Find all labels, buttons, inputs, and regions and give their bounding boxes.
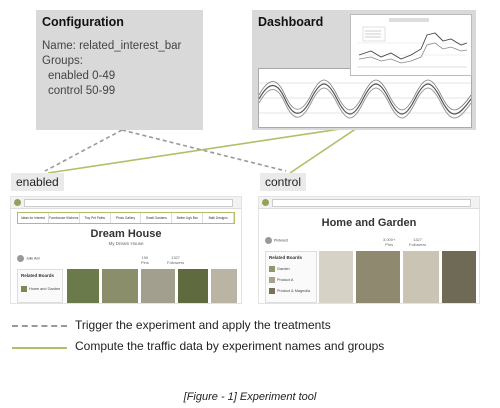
site-logo-icon	[262, 199, 269, 206]
control-stat-followers: 1327 Followers	[409, 237, 427, 247]
board-thumbnail	[269, 266, 275, 272]
interest-tag[interactable]: Tiny Pet Paths	[80, 213, 111, 223]
enabled-board-title: Dream House	[90, 228, 162, 240]
enabled-search-input[interactable]	[24, 199, 233, 207]
related-board-item[interactable]: Garden	[269, 266, 290, 272]
interest-tag[interactable]: Farmhouse Kitchens	[49, 213, 80, 223]
pin-image[interactable]	[403, 251, 439, 303]
enabled-stat-followers: 1327 Followers	[167, 255, 185, 265]
dashboard-panel: Dashboard	[252, 10, 476, 130]
board-thumbnail	[21, 286, 27, 292]
related-board-item[interactable]: Home and Garden	[21, 286, 60, 292]
board-thumbnail	[269, 288, 275, 294]
avatar	[17, 255, 24, 262]
configuration-title: Configuration	[42, 15, 124, 29]
pin-image[interactable]	[211, 269, 237, 303]
dashboard-detail-popup	[350, 14, 472, 76]
enabled-page-screenshot: Ideas for Interest Farmhouse Kitchens Ti…	[10, 196, 242, 304]
dashboard-chart-graphic	[258, 79, 472, 119]
pin-image[interactable]	[319, 251, 353, 303]
pin-image[interactable]	[102, 269, 138, 303]
control-stat-pins: 3,000+ Pins	[383, 237, 396, 247]
control-page-screenshot: Home and Garden Pinterest 3,000+ Pins 13…	[258, 196, 480, 304]
enabled-related-boards: Related Boards Home and Garden	[17, 269, 63, 303]
enabled-board-owner[interactable]: Julie Ann	[17, 255, 40, 262]
dashed-connector-enabled	[44, 129, 123, 172]
interest-tag[interactable]: Better Ugh Bar	[172, 213, 204, 223]
enabled-group-label: enabled	[11, 173, 64, 191]
dashboard-popup-chart	[357, 18, 468, 68]
solid-connector-enabled	[47, 125, 361, 174]
dashboard-title: Dashboard	[258, 15, 324, 29]
pin-image[interactable]	[356, 251, 400, 303]
legend-dashed-text: Trigger the experiment and apply the tre…	[75, 318, 331, 332]
pin-image[interactable]	[178, 269, 208, 303]
config-enabled-range: enabled 0-49	[48, 70, 116, 82]
control-related-boards: Related Boards Garden Product A Product …	[265, 251, 317, 303]
pin-image[interactable]	[442, 251, 476, 303]
pin-image[interactable]	[141, 269, 175, 303]
legend-solid-text: Compute the traffic data by experiment n…	[75, 339, 385, 353]
interest-tag[interactable]: Ideas for Interest	[18, 213, 49, 223]
interest-tag[interactable]: Photo Gallery	[111, 213, 142, 223]
control-board-owner[interactable]: Pinterest	[265, 237, 288, 244]
site-logo-icon	[14, 199, 21, 206]
control-search-input[interactable]	[272, 199, 471, 207]
dashboard-line-chart	[258, 68, 472, 128]
config-control-range: control 50-99	[48, 85, 116, 97]
control-top-bar	[259, 197, 479, 209]
dashed-connector-control	[121, 129, 287, 172]
control-board-title: Home and Garden	[321, 217, 417, 229]
configuration-panel: Configuration Name: related_interest_bar…	[36, 10, 203, 130]
control-group-label: control	[260, 173, 307, 191]
related-board-item[interactable]: Product & Magnolia	[269, 288, 310, 294]
related-board-item[interactable]: Product A	[269, 277, 293, 283]
avatar	[265, 237, 272, 244]
enabled-board-subtitle: My Dream House	[108, 241, 144, 246]
legend-dashed-line	[12, 325, 67, 327]
related-interest-bar: Ideas for Interest Farmhouse Kitchens Ti…	[17, 212, 235, 224]
interest-tag[interactable]: Bath Designs	[203, 213, 235, 223]
interest-tag[interactable]: Small Gardens	[141, 213, 173, 223]
board-thumbnail	[269, 277, 275, 283]
figure-caption: [Figure - 1] Experiment tool	[183, 391, 317, 403]
solid-connector-control	[289, 125, 361, 174]
enabled-stat-pins: 190 Pins	[141, 255, 149, 265]
config-name-line: Name: related_interest_bar	[42, 40, 182, 52]
enabled-top-bar	[11, 197, 241, 209]
legend-solid-line	[12, 347, 67, 349]
config-groups-line: Groups:	[42, 55, 83, 67]
pin-image[interactable]	[67, 269, 99, 303]
